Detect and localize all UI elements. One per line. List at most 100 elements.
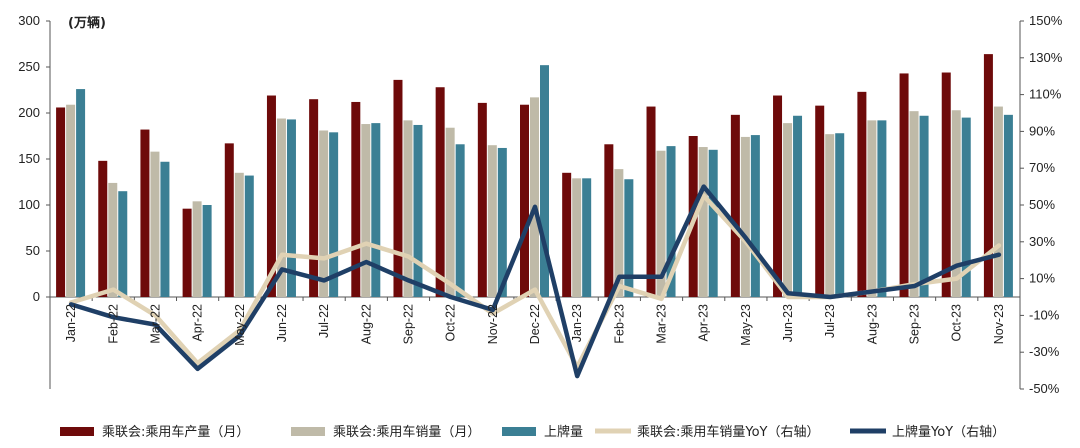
x-tick-label: Oct-22 — [444, 304, 458, 342]
bar-3 — [793, 115, 803, 297]
left-tick-label: 300 — [18, 13, 40, 28]
right-tick-label: 10% — [1029, 271, 1055, 286]
legend-label: 上牌量YoY（右轴） — [892, 424, 1005, 440]
x-tick-label: Jun-23 — [781, 304, 795, 342]
bar-2 — [319, 130, 329, 297]
bar-3 — [202, 205, 212, 297]
bar-2 — [403, 120, 413, 297]
bar-2 — [698, 147, 708, 297]
x-tick-label: Jan-22 — [64, 304, 78, 342]
right-tick-label: 150% — [1029, 13, 1063, 28]
bar-2 — [951, 110, 961, 298]
left-tick-label: 200 — [18, 105, 40, 120]
labels: Jan-22 Feb-22 Mar-22 Apr-22 May-22 Jun-22 Jul-… — [64, 304, 1006, 346]
x-tick-label: Mar-22 — [148, 304, 162, 344]
x-tick-label: Oct-23 — [950, 304, 964, 342]
left-tick-label: 100 — [18, 197, 40, 212]
bar-2 — [783, 123, 793, 298]
lines — [68, 184, 1002, 379]
bar-1 — [266, 95, 276, 298]
bar-3 — [76, 89, 86, 297]
legend: 乘联会:乘用车产量（月） 乘联会:乘用车销量（月） 上牌量 乘联会:乘用车销量YoY（… — [60, 424, 1005, 440]
bar-1 — [983, 54, 993, 298]
bar-3 — [329, 132, 339, 297]
right-tick-label: 90% — [1029, 123, 1055, 138]
bar-2 — [276, 118, 286, 298]
right-tick-label: -30% — [1029, 344, 1060, 359]
bars — [56, 54, 1013, 298]
bar-2 — [108, 182, 118, 297]
bar-1 — [815, 105, 825, 297]
x-tick-label: Nov-23 — [992, 304, 1006, 344]
bar-1 — [477, 102, 487, 297]
bar-1 — [899, 73, 909, 297]
bar-3 — [244, 175, 254, 297]
x-tick-label: Nov-22 — [486, 304, 500, 344]
bar-3 — [919, 115, 929, 297]
right-tick-label: -10% — [1029, 307, 1060, 322]
x-tick-label: Sep-22 — [401, 304, 415, 344]
bar-3 — [877, 120, 887, 297]
bar-2 — [487, 145, 497, 297]
bar-1 — [140, 129, 150, 297]
bar-2 — [150, 151, 160, 297]
bar-3 — [286, 119, 296, 297]
bar-1 — [182, 208, 192, 297]
bar-1 — [941, 72, 951, 298]
bar-1 — [224, 143, 234, 297]
bar-3 — [624, 179, 634, 297]
bar-3 — [666, 146, 676, 297]
bar-1 — [520, 104, 529, 297]
right-tick-label: 130% — [1029, 50, 1063, 65]
x-tick-label: Jul-23 — [823, 304, 837, 338]
yoy-registration-line — [68, 184, 1002, 379]
bar-2 — [192, 201, 202, 297]
bar-3 — [497, 147, 507, 297]
bar-1 — [730, 114, 740, 297]
left-tick-label: 250 — [18, 59, 40, 74]
x-tick-label: Feb-22 — [106, 304, 120, 344]
bar-1 — [98, 160, 108, 297]
left-tick-label: 0 — [33, 289, 40, 304]
left-tick-label: 150 — [18, 151, 40, 166]
right-tick-label: 110% — [1029, 87, 1062, 102]
bar-1 — [309, 99, 319, 297]
x-tick-label: May-22 — [233, 304, 247, 346]
bar-2 — [825, 134, 835, 297]
left-tick-label: 50 — [26, 243, 40, 258]
bar-1 — [646, 106, 656, 297]
bar-2 — [530, 97, 539, 297]
bar-2 — [740, 136, 750, 297]
legend-swatch — [291, 427, 325, 436]
x-tick-label: Apr-23 — [697, 304, 711, 342]
x-tick-label: Apr-22 — [191, 304, 205, 342]
unit-label: (万辆) — [68, 15, 106, 31]
bar-3 — [540, 65, 549, 297]
right-tick-label: 50% — [1029, 197, 1055, 212]
bar-2 — [614, 169, 624, 297]
bar-1 — [604, 144, 614, 297]
bar-1 — [857, 91, 867, 297]
x-tick-label: Jul-22 — [317, 304, 331, 338]
bar-3 — [371, 123, 381, 298]
axes: 300 250 200 150 100 50 0 150% 130% 110% 90% 70% 50% 3… — [18, 13, 1062, 396]
bar-1 — [351, 101, 361, 298]
bar-2 — [867, 120, 877, 297]
bar-2 — [66, 104, 76, 297]
bar-3 — [835, 133, 845, 297]
bar-3 — [961, 117, 971, 297]
bar-3 — [708, 149, 718, 297]
bar-2 — [572, 178, 582, 297]
legend-label: 上牌量 — [544, 424, 583, 440]
bar-3 — [455, 144, 465, 297]
bar-1 — [562, 172, 572, 297]
x-tick-label: Jan-23 — [570, 304, 584, 342]
legend-label: 乘联会:乘用车销量（月） — [333, 424, 480, 440]
x-tick-label: Sep-23 — [908, 304, 922, 344]
bar-2 — [909, 111, 919, 297]
bar-3 — [160, 161, 170, 297]
bar-3 — [118, 191, 128, 297]
x-tick-label: Dec-22 — [528, 304, 542, 344]
bar-2 — [656, 150, 666, 297]
